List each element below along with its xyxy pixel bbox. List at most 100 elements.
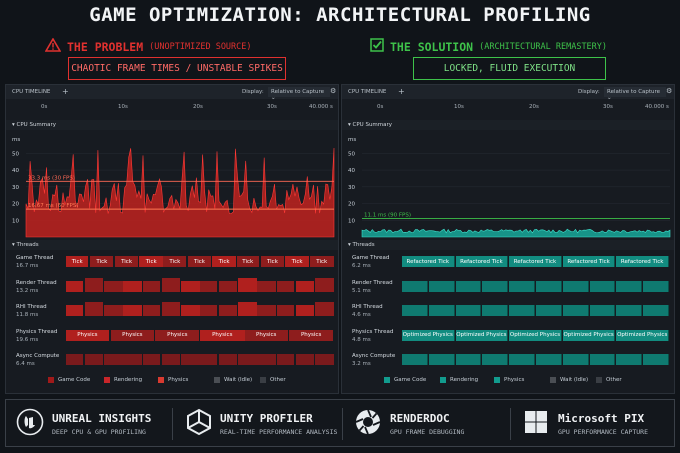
thread-segment[interactable]: Refactored Tick [455, 256, 509, 267]
thread-segment[interactable] [562, 354, 589, 365]
thread-segment[interactable] [589, 305, 616, 316]
thread-track[interactable] [402, 280, 670, 292]
thread-segment[interactable]: Optimized Physics [509, 329, 562, 341]
gear-icon[interactable]: ⚙ [666, 87, 673, 95]
thread-segment[interactable] [314, 302, 334, 316]
thread-segment[interactable]: Refactored Tick [509, 256, 562, 267]
thread-segment[interactable]: Tick [212, 256, 237, 267]
thread-segment[interactable]: Optimized Physics [616, 329, 669, 341]
thread-segment[interactable] [536, 305, 562, 316]
thread-segment[interactable]: Tick [139, 256, 164, 267]
thread-segment[interactable] [161, 277, 180, 292]
thread-segment[interactable]: Tick [66, 256, 89, 267]
thread-segment[interactable] [123, 354, 143, 365]
thread-segment[interactable] [589, 280, 616, 292]
thread-segment[interactable] [257, 354, 277, 365]
thread-segment[interactable]: Optimized Physics [562, 329, 616, 341]
thread-segment[interactable] [562, 280, 589, 292]
thread-segment[interactable]: Tick [114, 256, 139, 267]
thread-segment[interactable] [85, 277, 103, 292]
thread-segment[interactable]: Refactored Tick [616, 256, 669, 267]
thread-segment[interactable]: Refactored Tick [402, 256, 455, 267]
thread-segment[interactable] [161, 354, 180, 365]
thread-segment[interactable] [402, 305, 428, 316]
thread-segment[interactable]: Optimized Physics [402, 329, 455, 341]
thread-segment[interactable] [314, 277, 334, 292]
thread-segment[interactable] [589, 354, 616, 365]
thread-track[interactable] [402, 354, 670, 365]
thread-segment[interactable] [257, 280, 277, 292]
thread-segment[interactable] [123, 280, 143, 292]
thread-segment[interactable] [482, 280, 509, 292]
thread-segment[interactable] [509, 280, 535, 292]
thread-segment[interactable] [123, 305, 143, 316]
thread-segment[interactable] [616, 280, 643, 292]
thread-segment[interactable]: Physics [66, 329, 109, 341]
thread-segment[interactable] [536, 354, 562, 365]
thread-track[interactable] [402, 305, 670, 316]
thread-segment[interactable] [180, 280, 200, 292]
thread-track[interactable] [66, 354, 334, 365]
thread-segment[interactable]: Tick [163, 256, 187, 267]
thread-segment[interactable]: Physics [244, 329, 288, 341]
thread-segment[interactable] [536, 280, 562, 292]
thread-segment[interactable] [219, 280, 237, 292]
thread-segment[interactable] [85, 302, 103, 316]
thread-segment[interactable] [616, 354, 643, 365]
thread-track[interactable]: Refactored Tick Refactored Tick Refactored… [402, 256, 670, 267]
gear-icon[interactable]: ⚙ [330, 87, 337, 95]
thread-track[interactable] [66, 277, 334, 292]
thread-segment[interactable] [428, 354, 455, 365]
threads-header[interactable]: ▾ Threads [342, 240, 674, 250]
thread-segment[interactable] [643, 354, 669, 365]
thread-segment[interactable] [276, 354, 295, 365]
thread-segment[interactable] [482, 305, 509, 316]
thread-segment[interactable] [238, 302, 257, 316]
thread-segment[interactable] [276, 305, 295, 316]
thread-segment[interactable]: Optimized Physics [455, 329, 509, 341]
display-select[interactable]: Relative to Capture ⌄ [604, 87, 666, 101]
thread-segment[interactable]: Tick [260, 256, 284, 267]
thread-segment[interactable] [200, 354, 218, 365]
thread-segment[interactable] [295, 354, 314, 365]
thread-segment[interactable] [509, 354, 535, 365]
cpu-summary-header[interactable]: ▾ CPU Summary [342, 120, 674, 130]
thread-segment[interactable] [643, 280, 669, 292]
thread-segment[interactable] [219, 305, 237, 316]
threads-header[interactable]: ▾ Threads [6, 240, 338, 250]
thread-segment[interactable] [66, 305, 84, 316]
thread-segment[interactable] [85, 354, 103, 365]
thread-segment[interactable] [104, 280, 123, 292]
thread-track[interactable]: Optimized Physics Optimized Physics Optimi… [402, 329, 670, 341]
thread-segment[interactable]: Physics [155, 329, 200, 341]
thread-segment[interactable] [276, 280, 295, 292]
thread-segment[interactable] [142, 280, 161, 292]
thread-segment[interactable]: Tick [285, 256, 309, 267]
thread-segment[interactable]: Physics [289, 329, 333, 341]
thread-segment[interactable]: Tick [236, 256, 259, 267]
thread-segment[interactable]: Tick [309, 256, 334, 267]
thread-segment[interactable] [66, 354, 84, 365]
thread-segment[interactable] [482, 354, 509, 365]
thread-segment[interactable] [314, 354, 334, 365]
thread-segment[interactable] [180, 354, 200, 365]
thread-segment[interactable] [643, 305, 669, 316]
thread-segment[interactable] [66, 280, 84, 292]
thread-segment[interactable] [142, 305, 161, 316]
thread-segment[interactable] [616, 305, 643, 316]
thread-segment[interactable] [455, 280, 482, 292]
thread-segment[interactable] [200, 280, 218, 292]
thread-track[interactable]: Tick Tick Tick Tick Tick Tick Tick Tick Tick Tick… [66, 256, 334, 267]
thread-segment[interactable] [455, 305, 482, 316]
thread-segment[interactable] [238, 277, 257, 292]
thread-segment[interactable]: Refactored Tick [562, 256, 616, 267]
thread-track[interactable]: Physics Physics Physics Physics Physics Physi… [66, 329, 334, 341]
thread-segment[interactable]: Physics [200, 329, 245, 341]
thread-segment[interactable] [402, 280, 428, 292]
thread-segment[interactable] [200, 305, 218, 316]
thread-segment[interactable]: Tick [90, 256, 114, 267]
thread-segment[interactable] [257, 305, 277, 316]
thread-segment[interactable] [562, 305, 589, 316]
thread-segment[interactable] [180, 305, 200, 316]
thread-segment[interactable] [402, 354, 428, 365]
